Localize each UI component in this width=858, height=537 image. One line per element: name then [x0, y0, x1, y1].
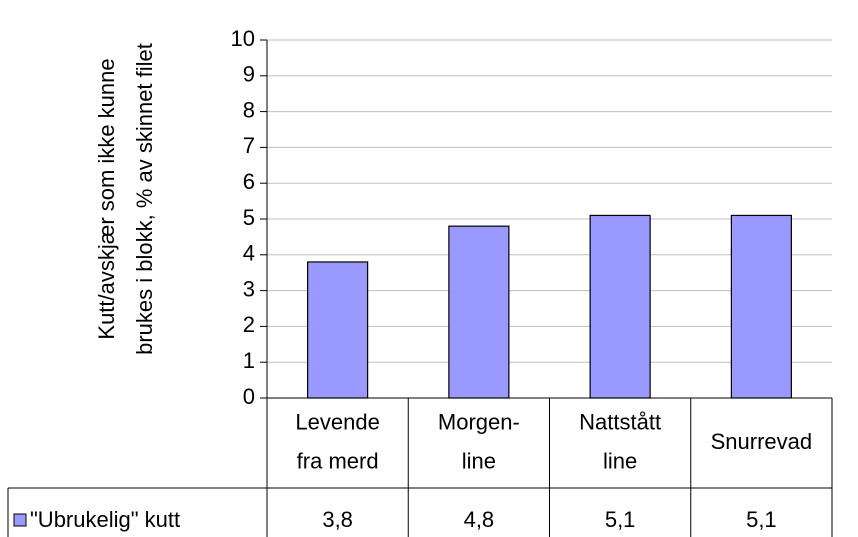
legend-key: [13, 513, 27, 527]
x-tick-label: line: [462, 448, 496, 473]
y-tick-label: 7: [243, 133, 255, 158]
legend-label: "Ubrukelig" kutt: [30, 507, 180, 532]
y-tick-label: 10: [231, 26, 255, 51]
data-table-value: 5,1: [605, 507, 636, 532]
bar: [589, 214, 651, 399]
data-table-value: 4,8: [464, 507, 495, 532]
y-tick-label: 0: [243, 384, 255, 409]
bar: [730, 214, 792, 399]
x-tick-label: fra merd: [297, 448, 379, 473]
data-table-value: 3,8: [322, 507, 353, 532]
y-tick-label: 9: [243, 62, 255, 87]
bar: [307, 261, 369, 399]
y-tick-label: 8: [243, 97, 255, 122]
y-axis-label: Kutt/avskjær som ikke kunne: [94, 58, 119, 339]
bar: [448, 225, 510, 399]
y-tick-label: 2: [243, 312, 255, 337]
data-table-value: 5,1: [746, 507, 777, 532]
y-tick-label: 3: [243, 276, 255, 301]
x-tick-label: Morgen-: [438, 409, 520, 434]
x-tick-label: Snurrevad: [711, 429, 813, 454]
x-tick-label: line: [603, 448, 637, 473]
y-tick-label: 6: [243, 169, 255, 194]
y-tick-label: 4: [243, 241, 255, 266]
y-tick-label: 5: [243, 205, 255, 230]
x-tick-label: Nattstått: [579, 409, 661, 434]
y-tick-label: 1: [243, 348, 255, 373]
x-tick-label: Levende: [295, 409, 379, 434]
y-axis-label: brukes i blokk, % av skinnet filet: [132, 43, 157, 355]
